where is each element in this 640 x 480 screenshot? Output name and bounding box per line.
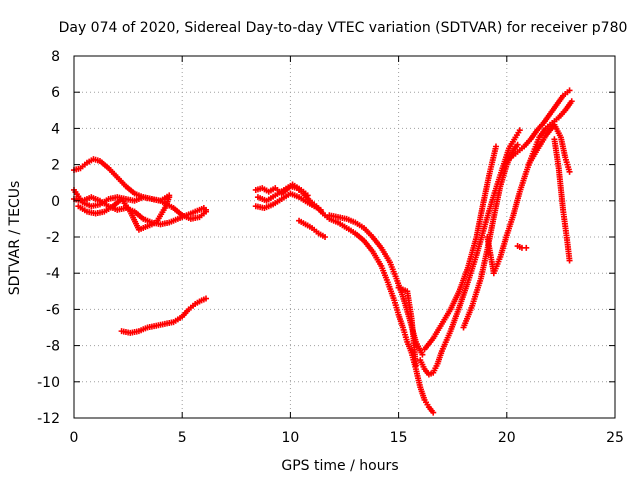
data-point xyxy=(514,141,521,148)
x-tick-label: 15 xyxy=(390,430,408,446)
data-points xyxy=(71,87,575,416)
data-point xyxy=(304,192,311,199)
data-point xyxy=(516,127,523,134)
x-axis-label: GPS time / hours xyxy=(281,458,398,474)
x-tick-label: 20 xyxy=(498,430,516,446)
data-point xyxy=(203,206,210,213)
data-point xyxy=(322,234,329,240)
chart-title: Day 074 of 2020, Sidereal Day-to-day VTE… xyxy=(59,20,628,36)
series-track-19 xyxy=(551,136,573,264)
gridlines xyxy=(74,56,615,418)
data-point xyxy=(523,244,530,251)
series-track-5 xyxy=(118,295,210,336)
x-tick-label: 5 xyxy=(178,430,187,446)
series-track-7 xyxy=(252,190,324,213)
x-tick-label: 0 xyxy=(70,430,79,446)
y-tick-label: -10 xyxy=(37,375,60,391)
data-point xyxy=(566,257,573,264)
series-track-12 xyxy=(395,284,419,369)
data-point xyxy=(419,351,426,358)
data-point xyxy=(568,98,575,105)
data-point xyxy=(566,87,573,94)
series-track-14 xyxy=(421,143,499,353)
x-tick-label: 25 xyxy=(606,430,624,446)
series-track-15 xyxy=(460,141,521,331)
series-track-16 xyxy=(484,98,575,277)
series-track-17 xyxy=(508,87,573,161)
y-tick-label: 2 xyxy=(51,158,60,174)
data-point xyxy=(203,295,210,302)
series-track-3 xyxy=(75,194,173,233)
y-tick-label: 0 xyxy=(51,194,60,210)
data-point xyxy=(492,143,499,150)
y-tick-label: 8 xyxy=(51,49,60,65)
y-tick-label: 4 xyxy=(51,121,60,137)
y-tick-label: -2 xyxy=(46,230,60,246)
data-point xyxy=(412,362,419,369)
y-tick-label: -8 xyxy=(46,339,60,355)
series-track-18 xyxy=(525,121,573,175)
data-point xyxy=(317,206,324,213)
series-track-20 xyxy=(514,243,530,251)
axis-ticks: 0 5 10 15 20 25 -12 -10 -8 -6 -4 -2 0 2 4 6 8 xyxy=(37,49,624,446)
series-track-9 xyxy=(296,217,329,240)
y-tick-label: -6 xyxy=(46,302,60,318)
y-axis-label: SDTVAR / TECUs xyxy=(7,181,23,296)
data-point xyxy=(166,192,173,199)
data-point xyxy=(566,168,573,175)
data-point xyxy=(430,409,437,416)
series-track-10 xyxy=(326,215,437,416)
series-track-8 xyxy=(254,181,311,204)
plot-frame xyxy=(73,55,616,419)
y-tick-label: 6 xyxy=(51,85,60,101)
y-tick-label: -4 xyxy=(46,266,60,282)
x-tick-label: 10 xyxy=(281,430,299,446)
y-tick-label: -12 xyxy=(37,411,60,427)
